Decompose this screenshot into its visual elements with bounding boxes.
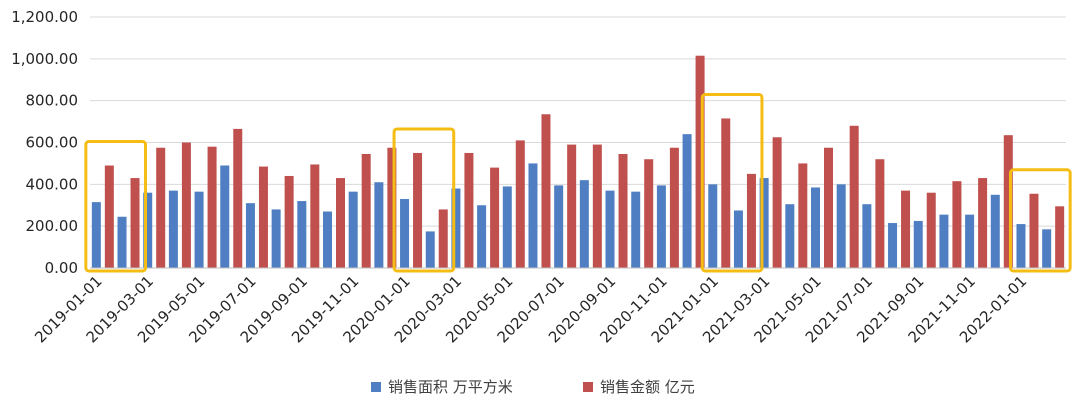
bar-series-2	[1055, 206, 1065, 268]
bar-series-2	[464, 152, 474, 268]
bar-series-2	[1003, 135, 1013, 268]
bar-series-1	[733, 210, 743, 268]
bar-series-1	[836, 184, 846, 268]
bar-series-1	[400, 198, 410, 268]
x-axis-tick-labels: 2019-01-012019-03-012019-05-012019-07-01…	[31, 272, 1030, 346]
bar-series-1	[759, 178, 769, 268]
highlight-box	[1008, 168, 1072, 273]
bar-series-1	[271, 209, 281, 268]
bar-series-1	[605, 190, 615, 268]
bar-series-1	[194, 191, 204, 268]
highlight-box	[700, 92, 764, 273]
bar-series-2	[515, 140, 525, 268]
bar-series-2	[978, 178, 988, 268]
y-tick-label: 0.00	[45, 259, 78, 277]
bar-series-2	[361, 154, 371, 268]
bar-series-2	[258, 166, 268, 268]
bar-series-2	[541, 114, 551, 268]
bar-series-2	[104, 165, 114, 268]
bar-series-2	[746, 173, 756, 268]
y-tick-label: 600.00	[26, 134, 79, 152]
bar-series-1	[682, 134, 692, 268]
legend: 销售面积 万平方米 销售金额 亿元	[371, 378, 695, 396]
bar-series-1	[528, 163, 538, 268]
bar-series-2	[207, 146, 217, 268]
bar-series-1	[579, 180, 589, 268]
bar-series-1	[990, 194, 1000, 268]
bar-series-2	[336, 178, 345, 268]
bar-series-1	[939, 214, 949, 268]
bar-series-1	[297, 201, 307, 268]
highlight-boxes	[84, 92, 1072, 273]
bar-series-2	[181, 142, 191, 268]
bar-series-2	[438, 209, 448, 268]
bar-series-1	[477, 205, 487, 268]
bar-series-2	[130, 178, 140, 268]
y-axis-tick-labels: 0.00 200.00 400.00 600.00 800.00 1,000.00 1,20…	[11, 8, 78, 277]
bar-series-1	[425, 231, 435, 268]
bar-series-1	[708, 184, 718, 268]
highlight-box	[84, 140, 148, 273]
bar-series-2	[413, 152, 423, 268]
y-tick-label: 1,200.00	[11, 8, 78, 26]
bar-series-1	[117, 216, 127, 268]
bar-series-2	[901, 190, 911, 268]
bar-series-1	[631, 191, 641, 268]
bar-series-1	[245, 203, 255, 268]
legend-swatch-1	[371, 382, 381, 392]
bar-series-1	[348, 191, 358, 268]
bar-series-2	[233, 128, 243, 268]
bars	[91, 55, 1065, 269]
bar-series-1	[374, 182, 384, 268]
bar-series-1	[811, 187, 820, 268]
bar-series-2	[490, 167, 500, 268]
bar-series-1	[554, 185, 564, 268]
bar-series-1	[502, 186, 512, 268]
highlight-box	[392, 127, 456, 273]
bar-series-2	[387, 147, 397, 268]
bar-series-2	[772, 137, 782, 268]
bar-series-2	[310, 164, 320, 268]
bar-series-2	[592, 144, 602, 268]
bar-series-1	[888, 223, 898, 268]
y-tick-label: 400.00	[26, 175, 79, 193]
bar-series-1	[656, 185, 666, 268]
y-tick-label: 200.00	[26, 217, 79, 235]
bar-series-1	[1042, 229, 1052, 268]
bar-series-2	[849, 125, 859, 269]
bar-series-2	[644, 159, 654, 268]
bar-series-2	[156, 147, 166, 268]
y-tick-label: 1,000.00	[11, 50, 78, 68]
legend-label-2: 销售金额 亿元	[600, 378, 695, 396]
bar-series-2	[926, 192, 936, 268]
bar-series-1	[220, 165, 230, 268]
bar-series-1	[913, 220, 923, 268]
bar-series-2	[669, 147, 679, 268]
bar-series-2	[284, 175, 294, 268]
legend-swatch-2	[583, 382, 593, 392]
bar-series-1	[965, 214, 975, 268]
bar-series-1	[785, 204, 795, 268]
bar-series-1	[862, 204, 872, 268]
bar-series-2	[618, 154, 628, 268]
legend-label-1: 销售面积 万平方米	[388, 378, 513, 396]
bar-series-1	[1016, 224, 1026, 268]
bar-series-2	[798, 163, 808, 268]
bar-series-1	[168, 190, 178, 268]
bar-series-2	[824, 147, 833, 268]
bar-series-1	[451, 188, 461, 268]
bar-series-1	[323, 211, 332, 268]
bar-series-2	[567, 144, 577, 268]
bar-series-1	[143, 192, 153, 268]
bar-series-2	[952, 181, 962, 268]
bar-series-1	[91, 202, 101, 268]
bar-series-2	[875, 159, 885, 268]
y-tick-label: 800.00	[26, 92, 79, 110]
bar-series-2	[721, 118, 731, 268]
bar-series-2	[695, 55, 705, 269]
bar-series-2	[1029, 193, 1039, 268]
